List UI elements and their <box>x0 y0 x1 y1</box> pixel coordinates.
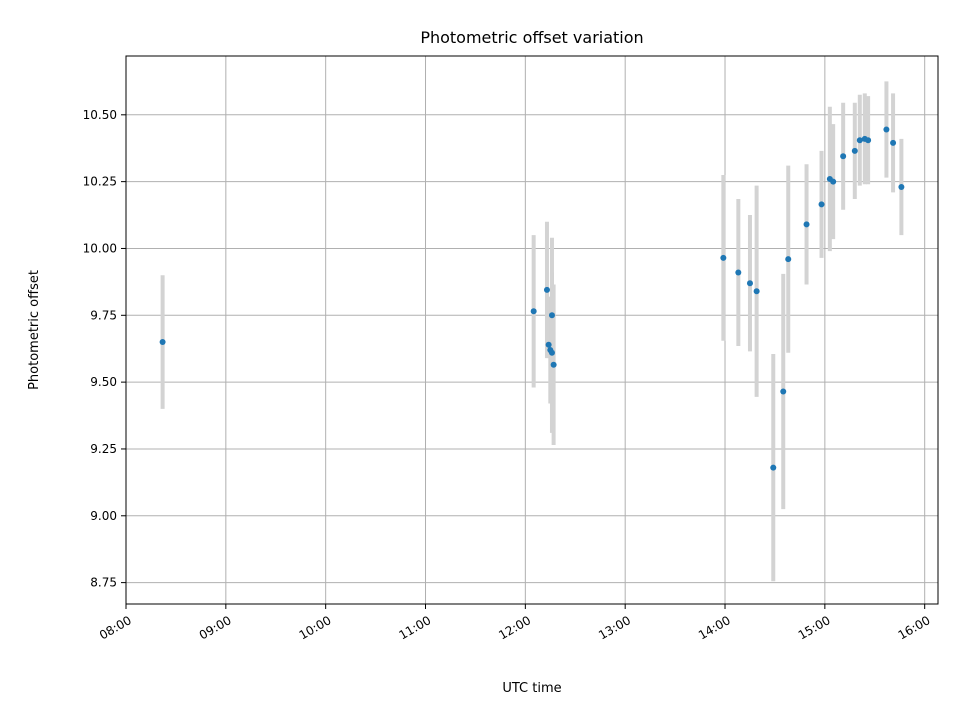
y-axis-label: Photometric offset <box>27 270 42 390</box>
data-point <box>851 147 858 154</box>
data-point <box>753 288 760 295</box>
data-point <box>865 137 872 144</box>
data-point <box>890 139 897 146</box>
data-point <box>803 221 810 228</box>
data-point <box>883 126 890 133</box>
data-point <box>746 280 753 287</box>
data-point <box>550 361 557 368</box>
data-point <box>159 339 166 346</box>
y-tick-label: 10.50 <box>83 108 117 122</box>
data-point <box>545 341 552 348</box>
data-point <box>770 464 777 471</box>
plot-area-frame <box>125 55 939 605</box>
data-point <box>780 388 787 395</box>
data-point <box>720 254 727 261</box>
data-point <box>785 256 792 263</box>
y-tick-label: 10.00 <box>83 241 117 255</box>
data-points-layer <box>159 126 905 471</box>
y-tick-label: 8.75 <box>90 576 117 590</box>
x-axis-label: UTC time <box>502 681 561 696</box>
data-point <box>548 349 555 356</box>
data-point <box>735 269 742 276</box>
data-point <box>898 183 905 190</box>
y-tick-label: 10.25 <box>83 175 117 189</box>
data-point <box>818 201 825 208</box>
data-point <box>548 312 555 319</box>
data-point <box>830 178 837 185</box>
y-tick-label: 9.25 <box>90 442 117 456</box>
data-point <box>543 286 550 293</box>
chart-title: Photometric offset variation <box>420 28 643 47</box>
y-tick-label: 9.00 <box>90 509 117 523</box>
data-point <box>856 137 863 144</box>
y-tick-label: 9.75 <box>90 308 117 322</box>
y-tick-label: 9.50 <box>90 375 117 389</box>
data-point <box>530 308 537 315</box>
data-point <box>840 153 847 160</box>
